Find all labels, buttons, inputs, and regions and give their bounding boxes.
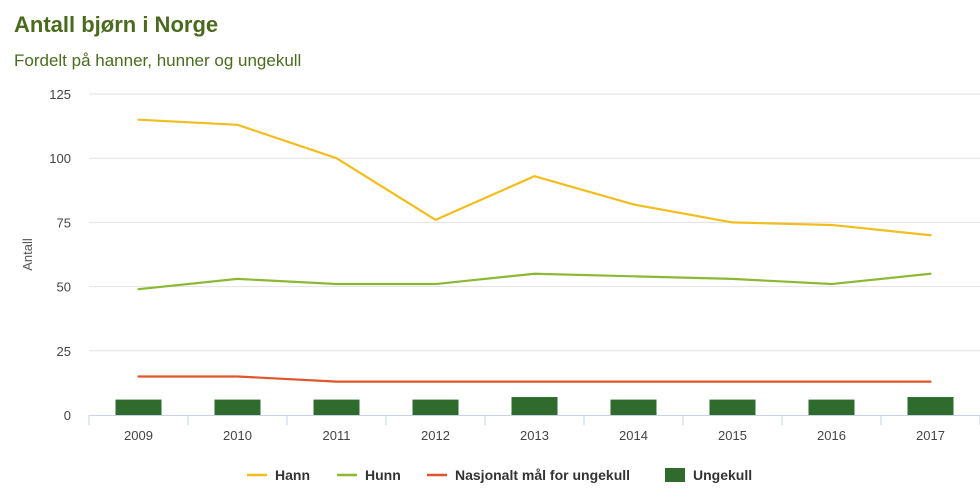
- x-tick-label: 2016: [817, 428, 846, 443]
- ungekull-bar[interactable]: [610, 399, 657, 415]
- x-tick-label: 2017: [916, 428, 945, 443]
- x-tick-label: 2014: [619, 428, 648, 443]
- ungekull-bar[interactable]: [412, 399, 459, 415]
- ungekull-bar[interactable]: [709, 399, 756, 415]
- series-lines: [137, 118, 932, 383]
- y-axis-title: Antall: [20, 238, 35, 271]
- x-tick-label: 2010: [223, 428, 252, 443]
- chart-title: Antall bjørn i Norge: [14, 12, 219, 37]
- legend-item[interactable]: Nasjonalt mål for ungekull: [427, 467, 630, 483]
- series-line-nasjonalt-mål-for-ungekull[interactable]: [137, 375, 932, 383]
- x-tick-label: 2015: [718, 428, 747, 443]
- legend-swatch: [665, 468, 685, 482]
- ungekull-bar[interactable]: [214, 399, 261, 415]
- ungekull-bar[interactable]: [907, 397, 954, 415]
- legend-item[interactable]: Hunn: [337, 467, 401, 483]
- y-tick-label: 50: [57, 280, 71, 295]
- series-line-hann[interactable]: [137, 118, 932, 237]
- legend-label: Ungekull: [693, 467, 752, 483]
- x-tick-label: 2012: [421, 428, 450, 443]
- y-tick-label: 125: [49, 87, 71, 102]
- legend: Hann Hunn Nasjonalt mål for ungekull Ungeku…: [247, 467, 752, 483]
- legend-item[interactable]: Hann: [247, 467, 310, 483]
- ungekull-bar[interactable]: [511, 397, 558, 415]
- series-line-hunn[interactable]: [137, 272, 932, 291]
- ungekull-bars: [115, 397, 954, 415]
- ungekull-bar[interactable]: [313, 399, 360, 415]
- y-tick-label: 100: [49, 151, 71, 166]
- y-tick-label: 25: [57, 344, 71, 359]
- grid-lines: [89, 93, 980, 352]
- legend-item[interactable]: Ungekull: [665, 467, 752, 483]
- axes: 0 25 50 75 100 125 2009 2010 2011 2012 2013 2014 201…: [49, 87, 980, 443]
- y-tick-label: 75: [57, 215, 71, 230]
- ungekull-bar[interactable]: [808, 399, 855, 415]
- legend-label: Hunn: [365, 467, 401, 483]
- legend-label: Nasjonalt mål for ungekull: [455, 467, 630, 483]
- legend-label: Hann: [275, 467, 310, 483]
- chart-subtitle: Fordelt på hanner, hunner og ungekull: [14, 51, 302, 70]
- ungekull-bar[interactable]: [115, 399, 162, 415]
- x-tick-label: 2013: [520, 428, 549, 443]
- x-tick-label: 2009: [124, 428, 153, 443]
- x-tick-label: 2011: [323, 428, 351, 443]
- y-tick-label: 0: [64, 408, 71, 423]
